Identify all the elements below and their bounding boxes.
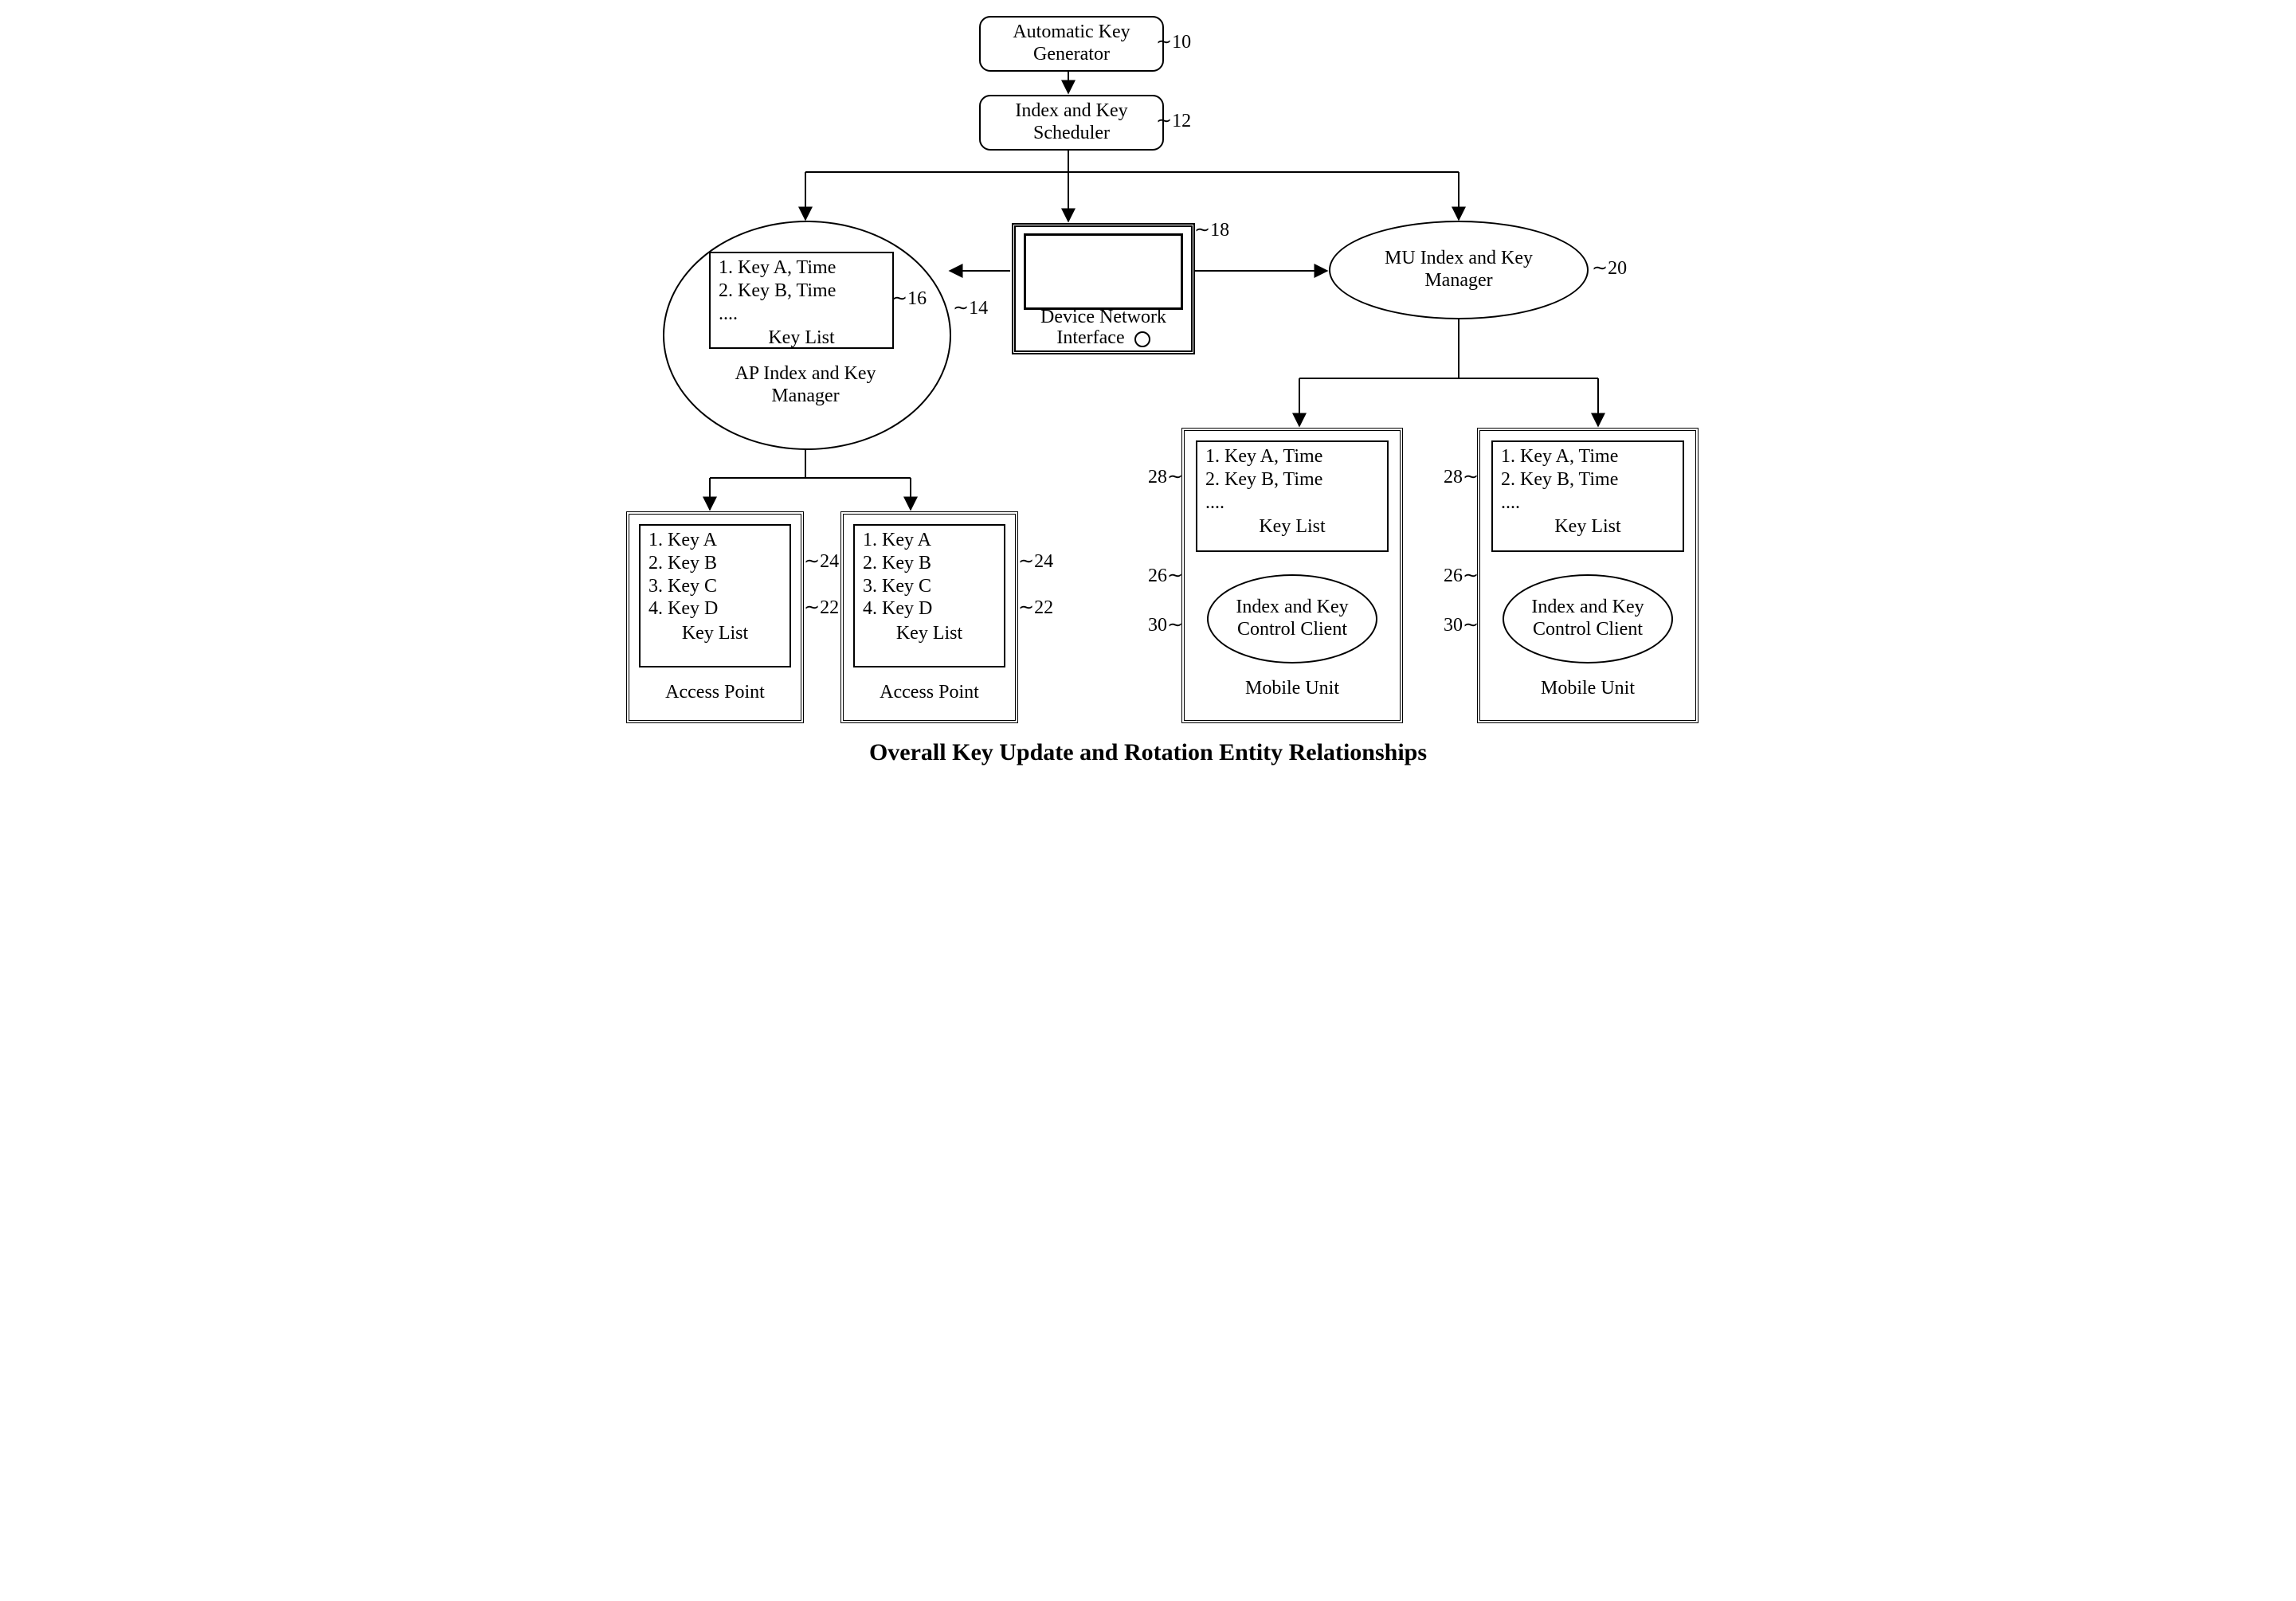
ap-manager-label: AP Index and KeyManager (702, 363, 909, 407)
kl-item: 2. Key B (648, 552, 782, 575)
kl-item: 4. Key D (863, 597, 996, 620)
kl-item: 2. Key B, Time (1205, 468, 1379, 491)
kl-item: 1. Key A (648, 529, 782, 552)
diagram-canvas: Automatic KeyGenerator ∼10 Index and Key… (574, 0, 1722, 800)
caption: Mobile Unit (1185, 678, 1400, 699)
ref-24-b: ∼24 (1018, 550, 1053, 573)
kl-item: 1. Key A, Time (719, 256, 884, 280)
ref-20: ∼20 (1592, 256, 1627, 280)
ref-18: ∼18 (1194, 218, 1229, 241)
figure-title: Overall Key Update and Rotation Entity R… (574, 739, 1722, 766)
caption: Access Point (629, 682, 801, 703)
kl-title: Key List (719, 327, 884, 350)
kl-item: 3. Key C (863, 575, 996, 598)
access-point-1: 1. Key A 2. Key B 3. Key C 4. Key D Key … (626, 511, 804, 723)
kl-title: Key List (1501, 515, 1675, 538)
ref-28-b: 28∼ (1444, 465, 1479, 488)
caption: Access Point (844, 682, 1015, 703)
node-mu-manager: MU Index and KeyManager (1329, 221, 1589, 319)
kl-item: 1. Key A, Time (1501, 445, 1675, 468)
kl-item: .... (719, 303, 884, 326)
ref-24-a: ∼24 (804, 550, 839, 573)
kl-title: Key List (648, 622, 782, 645)
node-device-interface: Device NetworkInterface (1012, 223, 1195, 354)
label: Index and KeyControl Client (1531, 597, 1644, 640)
kl-item: 1. Key A, Time (1205, 445, 1379, 468)
control-client-ellipse: Index and KeyControl Client (1207, 574, 1377, 663)
kl-item: 2. Key B, Time (1501, 468, 1675, 491)
ref-16: ∼16 (891, 287, 927, 310)
power-icon (1134, 331, 1150, 347)
mobile-unit-2: 1. Key A, Time 2. Key B, Time .... Key L… (1477, 428, 1698, 723)
kl-item: 3. Key C (648, 575, 782, 598)
node-key-generator: Automatic KeyGenerator (979, 16, 1164, 72)
kl-item: 2. Key B (863, 552, 996, 575)
ref-22-b: ∼22 (1018, 596, 1053, 619)
label: MU Index and KeyManager (1385, 248, 1533, 292)
node-scheduler: Index and KeyScheduler (979, 95, 1164, 151)
ref-12: ∼12 (1156, 109, 1191, 132)
label: Index and KeyControl Client (1236, 597, 1348, 640)
kl-item: 2. Key B, Time (719, 280, 884, 303)
ref-26-b: 26∼ (1444, 564, 1479, 587)
ref-28-a: 28∼ (1148, 465, 1183, 488)
ref-26-a: 26∼ (1148, 564, 1183, 587)
kl-item: .... (1205, 491, 1379, 515)
label: Index and KeyScheduler (1015, 100, 1127, 144)
kl-item: 4. Key D (648, 597, 782, 620)
kl-title: Key List (863, 622, 996, 645)
ref-30-a: 30∼ (1148, 613, 1183, 636)
ap-manager-keylist: 1. Key A, Time 2. Key B, Time .... Key L… (709, 252, 894, 349)
caption: Mobile Unit (1480, 678, 1695, 699)
ref-22-a: ∼22 (804, 596, 839, 619)
ref-10: ∼10 (1156, 30, 1191, 53)
control-client-ellipse: Index and KeyControl Client (1503, 574, 1673, 663)
label: Automatic KeyGenerator (1013, 22, 1130, 65)
mobile-unit-1: 1. Key A, Time 2. Key B, Time .... Key L… (1181, 428, 1403, 723)
ref-30-b: 30∼ (1444, 613, 1479, 636)
ref-14: ∼14 (953, 296, 988, 319)
access-point-2: 1. Key A 2. Key B 3. Key C 4. Key D Key … (840, 511, 1018, 723)
kl-item: 1. Key A (863, 529, 996, 552)
kl-item: .... (1501, 491, 1675, 515)
kl-title: Key List (1205, 515, 1379, 538)
